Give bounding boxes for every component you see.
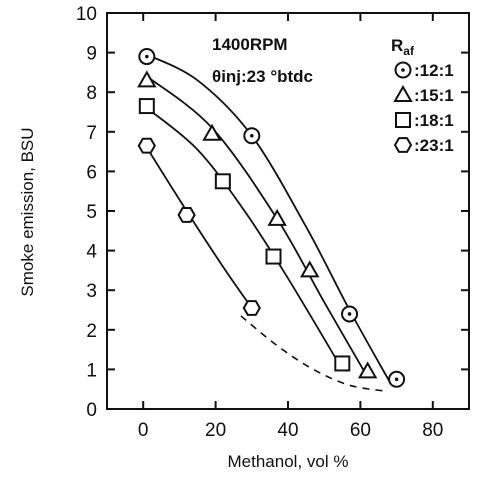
x-tick-labels: 0 20 40 60 80 — [138, 420, 443, 441]
y-tick-label: 3 — [86, 281, 97, 302]
legend-label-2: :15:1 — [414, 86, 454, 105]
legend-marker-3 — [395, 112, 411, 128]
annotation-injection: θinj:23 °btdc — [212, 67, 313, 86]
series-line-1 — [146, 53, 391, 382]
x-tick-label: 60 — [350, 420, 371, 441]
series-4-point — [137, 137, 156, 154]
x-tick-label: 40 — [277, 420, 298, 441]
y-tick-label: 7 — [86, 123, 97, 144]
x-tick-label: 0 — [138, 420, 149, 441]
series-1-point — [243, 127, 261, 145]
series-1-point — [138, 48, 156, 66]
axis-ticks — [107, 12, 469, 410]
series-3-point — [334, 355, 351, 372]
legend-marker-4 — [393, 137, 413, 153]
series-3-point — [138, 98, 155, 115]
y-tick-label: 9 — [86, 44, 97, 65]
annotation-rpm: 1400RPM — [212, 35, 288, 54]
y-axis-title: Smoke emission, BSU — [18, 127, 37, 296]
circle-marker-dot — [401, 68, 405, 72]
y-tick-label: 0 — [86, 400, 97, 421]
y-tick-label: 8 — [86, 83, 97, 104]
series-4-point — [242, 300, 261, 316]
legend-marker-1 — [394, 61, 412, 79]
legend-title-sub: af — [403, 44, 415, 58]
legend-label-3: :18:1 — [414, 111, 454, 130]
series-markers — [137, 48, 406, 388]
x-axis-title: Methanol, vol % — [228, 452, 349, 471]
series-line-3 — [146, 107, 344, 370]
series-2-point — [202, 123, 222, 141]
legend-title-main: R — [391, 36, 403, 55]
series-3-point — [265, 248, 282, 265]
dashed-limit-line — [240, 315, 386, 392]
series-2-point — [299, 260, 320, 278]
series-1-point — [341, 305, 359, 323]
circle-marker-dot — [250, 133, 254, 138]
series-line-4 — [146, 147, 253, 309]
x-tick-label: 80 — [422, 420, 443, 441]
y-tick-label: 4 — [86, 242, 97, 263]
legend-label-1: :12:1 — [414, 61, 454, 80]
x-tick-label: 20 — [205, 420, 226, 441]
circle-marker-dot — [394, 377, 399, 382]
series-4-point — [177, 207, 196, 223]
circle-marker-dot — [347, 312, 352, 316]
series-2-point — [267, 208, 287, 226]
series-2-point — [137, 70, 157, 88]
y-tick-label: 10 — [76, 4, 97, 25]
circle-marker-dot — [145, 54, 149, 59]
legend-label-4: :23:1 — [414, 136, 454, 155]
series-line-2 — [146, 75, 369, 378]
series-1-point — [388, 370, 406, 388]
y-tick-label: 1 — [86, 360, 97, 381]
y-tick-label: 2 — [86, 321, 97, 342]
y-tick-labels: 0 1 2 3 4 5 6 7 8 9 10 — [76, 4, 98, 421]
series-2-point — [357, 361, 378, 379]
y-tick-label: 6 — [86, 162, 97, 183]
legend-title: Raf — [391, 36, 415, 58]
legend: :12:1 :15:1 :18:1 :23:1 — [393, 61, 454, 155]
legend-marker-2 — [393, 84, 413, 102]
series-3-point — [214, 173, 231, 190]
y-tick-label: 5 — [86, 202, 97, 223]
